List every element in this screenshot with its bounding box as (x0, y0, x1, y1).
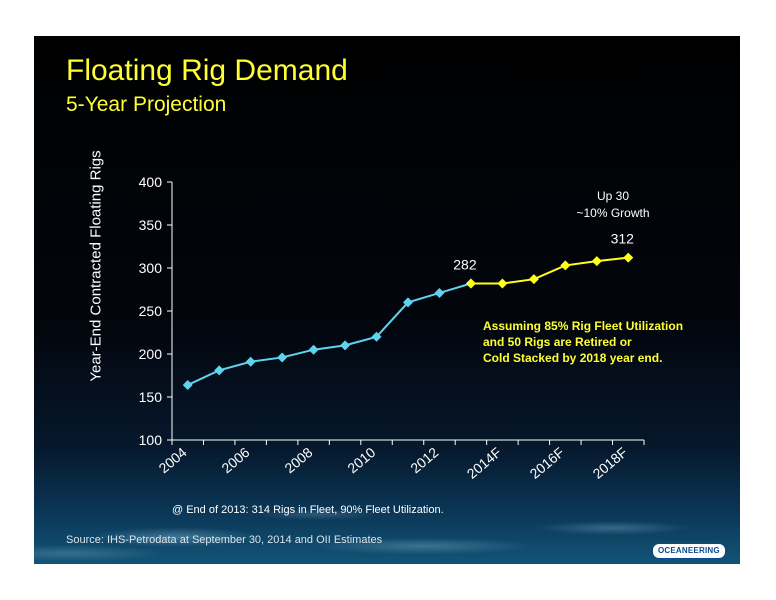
data-point-1-2005 (214, 365, 225, 376)
data-point-2-2017F (591, 256, 602, 267)
x-tick-label: 2018F (589, 444, 630, 482)
water-background (34, 474, 740, 564)
x-tick-label: 2012 (407, 444, 441, 476)
y-tick-label: 150 (139, 389, 163, 405)
annotation-3: Assuming 85% Rig Fleet Utilization (483, 319, 683, 333)
data-label-2013: 282 (453, 256, 477, 272)
x-tick-label: 2016F (527, 444, 568, 482)
data-point-1-2011 (403, 297, 413, 308)
y-tick-label: 200 (139, 346, 163, 362)
data-point-1-2009 (340, 340, 351, 351)
data-label-2018F: 312 (611, 231, 635, 247)
data-point-1-2007 (277, 352, 288, 363)
annotation-1: Up 30 (597, 189, 629, 203)
line-chart: 100 150 200 250 300 350 400 2004 2006 2008 2010 201… (139, 174, 683, 482)
x-tick-label: 2006 (218, 444, 252, 476)
annotation-5: Cold Stacked by 2018 year end. (483, 351, 662, 365)
data-point-2-2013 (465, 278, 476, 289)
series-line-2 (470, 256, 629, 285)
y-tick-label: 300 (139, 260, 163, 276)
x-tick-label: 2010 (344, 444, 378, 476)
data-point-2-2015F (528, 274, 539, 285)
y-tick-label: 250 (139, 303, 163, 319)
slide-title: Floating Rig Demand (66, 54, 348, 87)
y-tick-label: 400 (139, 174, 163, 190)
fleet-footnote: @ End of 2013: 314 Rigs in Fleet, 90% Fl… (172, 504, 444, 516)
data-point-1-2004 (182, 379, 193, 390)
slide-subtitle: 5-Year Projection (66, 93, 227, 116)
x-tick-label: 2004 (156, 444, 190, 476)
series-line-1 (187, 282, 472, 386)
data-point-2-2014F (497, 278, 508, 289)
x-tick-label: 2008 (281, 444, 315, 476)
source-note: Source: IHS-Petrodata at September 30, 2… (66, 534, 383, 546)
data-point-2-2016F (560, 260, 571, 271)
y-tick-label: 350 (139, 217, 163, 233)
data-point-1-2010 (371, 331, 382, 342)
annotation-4: and 50 Rigs are Retired or (483, 335, 632, 349)
data-point-1-2008 (308, 344, 319, 355)
data-point-2-2018F (623, 252, 634, 263)
slide: Floating Rig Demand 5-Year Projection Ye… (34, 36, 740, 564)
data-point-1-2012 (434, 287, 445, 298)
annotation-2: ~10% Growth (576, 206, 649, 220)
x-tick-label: 2014F (464, 444, 505, 482)
data-point-1-2006 (245, 356, 256, 367)
oceaneering-logo: OCEANEERING (652, 543, 726, 559)
y-tick-label: 100 (139, 432, 163, 448)
